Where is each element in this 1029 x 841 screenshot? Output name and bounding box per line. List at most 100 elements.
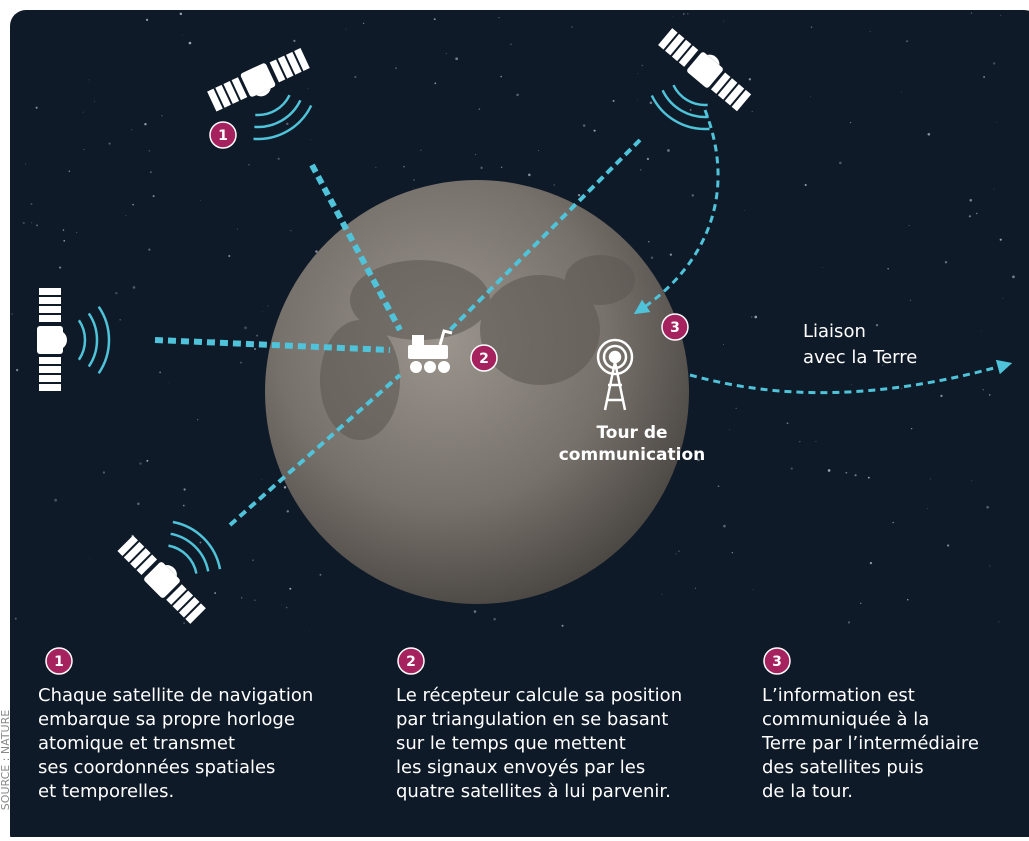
star bbox=[729, 429, 730, 430]
star bbox=[673, 16, 674, 17]
solar-panel bbox=[39, 357, 61, 364]
star bbox=[149, 150, 151, 152]
star bbox=[131, 129, 132, 130]
star bbox=[637, 100, 638, 101]
star bbox=[183, 622, 185, 624]
star bbox=[36, 107, 38, 109]
star bbox=[811, 26, 813, 28]
star bbox=[848, 621, 850, 623]
badge-number: 1 bbox=[54, 654, 64, 670]
star bbox=[137, 503, 140, 506]
star bbox=[996, 122, 997, 123]
star bbox=[103, 471, 105, 473]
star bbox=[153, 195, 155, 197]
star bbox=[583, 124, 585, 126]
badge-number: 3 bbox=[670, 320, 680, 336]
star bbox=[670, 254, 672, 256]
star bbox=[248, 164, 249, 165]
star bbox=[161, 115, 162, 116]
star bbox=[928, 133, 931, 136]
star bbox=[413, 188, 414, 189]
star bbox=[744, 210, 745, 211]
solar-panel bbox=[39, 366, 61, 373]
star bbox=[133, 286, 136, 289]
star bbox=[455, 57, 458, 60]
star bbox=[822, 267, 823, 268]
star bbox=[642, 65, 643, 66]
star bbox=[860, 603, 861, 604]
step-text: quatre satellites à lui parvenir. bbox=[396, 781, 671, 802]
star bbox=[144, 123, 146, 125]
star bbox=[910, 300, 911, 301]
star bbox=[499, 17, 500, 18]
badge-number: 2 bbox=[406, 654, 416, 670]
star bbox=[909, 225, 910, 226]
star bbox=[420, 150, 421, 151]
star bbox=[189, 42, 192, 45]
badge-number: 3 bbox=[772, 654, 782, 670]
star bbox=[493, 618, 496, 621]
star bbox=[850, 122, 851, 123]
step-text: de la tour. bbox=[762, 781, 853, 802]
star bbox=[16, 369, 18, 371]
star bbox=[183, 505, 185, 507]
star bbox=[994, 189, 995, 190]
star bbox=[752, 111, 753, 112]
star bbox=[148, 249, 150, 251]
infographic: 123Tour decommunicationLiaisonavec la Te… bbox=[0, 0, 1029, 837]
star bbox=[901, 388, 902, 389]
star bbox=[805, 184, 807, 186]
star bbox=[31, 222, 32, 223]
star bbox=[200, 200, 201, 201]
star bbox=[307, 88, 308, 89]
solar-panel bbox=[39, 384, 61, 391]
solar-panel bbox=[39, 288, 61, 295]
source-note: SOURCE : NATURE bbox=[0, 710, 12, 810]
star bbox=[907, 599, 908, 600]
star bbox=[90, 558, 91, 559]
star bbox=[676, 553, 677, 554]
star bbox=[286, 607, 288, 609]
earth-link-label: Liaison bbox=[803, 321, 866, 342]
solar-panel bbox=[39, 297, 61, 304]
star bbox=[119, 319, 121, 321]
star bbox=[240, 362, 242, 364]
star bbox=[971, 12, 972, 13]
star bbox=[736, 408, 737, 409]
star bbox=[983, 389, 984, 390]
star bbox=[538, 150, 539, 151]
step-text: atomique et transmet bbox=[38, 733, 235, 754]
star bbox=[354, 76, 356, 78]
step-text: communiquée à la bbox=[762, 709, 929, 730]
star bbox=[474, 610, 477, 613]
star bbox=[293, 40, 295, 42]
star bbox=[54, 499, 57, 502]
star bbox=[59, 267, 61, 269]
star bbox=[751, 317, 752, 318]
star bbox=[687, 13, 688, 14]
step-text: et temporelles. bbox=[38, 781, 174, 802]
star bbox=[947, 544, 949, 546]
star bbox=[395, 67, 397, 69]
star bbox=[290, 230, 291, 231]
star bbox=[667, 149, 670, 152]
page: 123Tour decommunicationLiaisonavec la Te… bbox=[0, 0, 1029, 841]
star bbox=[237, 229, 238, 230]
star bbox=[870, 31, 871, 32]
star bbox=[480, 167, 482, 169]
star bbox=[23, 222, 25, 224]
star bbox=[268, 306, 269, 307]
star bbox=[434, 82, 436, 84]
star bbox=[183, 488, 185, 490]
star bbox=[244, 326, 247, 329]
step-text: les signaux envoyés par les bbox=[396, 757, 645, 778]
star bbox=[911, 428, 912, 429]
star bbox=[68, 170, 70, 172]
step-text: sur le temps que mettent bbox=[396, 733, 626, 754]
star bbox=[839, 162, 842, 165]
star bbox=[661, 594, 662, 595]
star bbox=[650, 101, 653, 104]
star bbox=[197, 419, 198, 420]
step-text: Chaque satellite de navigation bbox=[38, 685, 313, 706]
star bbox=[108, 142, 110, 144]
